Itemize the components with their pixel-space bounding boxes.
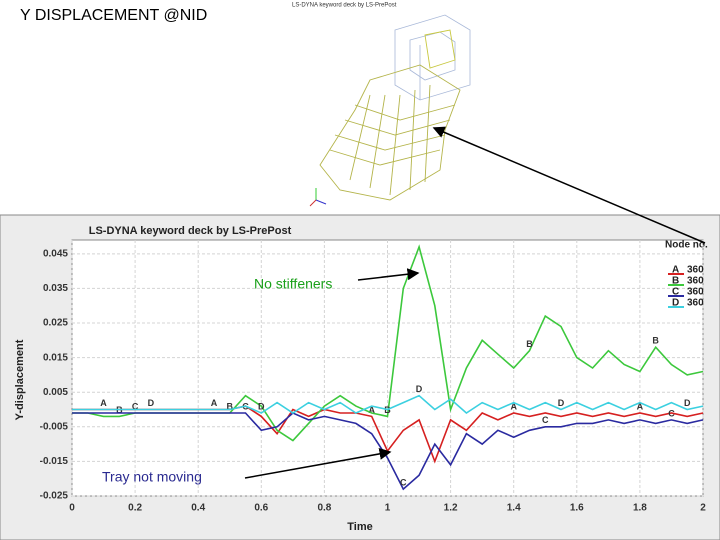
curve-label: D: [258, 401, 265, 411]
x-tick-label: 1.6: [570, 503, 584, 514]
model-caption: LS-DYNA keyword deck by LS-PrePost: [292, 3, 397, 9]
legend-node: 360: [687, 287, 704, 298]
legend-name: D: [672, 298, 679, 309]
y-tick-label: -0.015: [40, 456, 69, 467]
curve-label: B: [652, 336, 659, 346]
arrow: [432, 126, 706, 244]
y-tick-label: 0.005: [43, 387, 68, 398]
slide-title: Y DISPLACEMENT @NID: [20, 7, 207, 24]
curve-label: B: [526, 339, 533, 349]
model-tray: [319, 29, 461, 201]
model-view: LS-DYNA keyword deck by LS-PrePost: [290, 0, 471, 212]
y-tick-label: -0.005: [40, 421, 69, 432]
curve-label: C: [400, 477, 407, 487]
curve-label: C: [668, 408, 675, 418]
legend-node: 360: [687, 265, 704, 276]
legend-title: Node no.: [665, 240, 708, 251]
series-line: [72, 394, 704, 415]
x-tick-label: 1: [385, 503, 391, 514]
curve-label: D: [148, 398, 155, 408]
curve-label: D: [558, 398, 565, 408]
annotation: Tray not moving: [102, 469, 202, 485]
curve-label: A: [510, 401, 517, 411]
y-tick-label: 0.025: [43, 318, 68, 329]
x-tick-label: 0.8: [317, 503, 331, 514]
curve-label: B: [227, 401, 234, 411]
legend-name: B: [672, 276, 679, 287]
x-tick-label: 0.6: [254, 503, 268, 514]
y-tick-label: 0.015: [43, 352, 68, 363]
curve-label: A: [637, 401, 644, 411]
legend-node: 360: [687, 276, 704, 287]
curve-label: A: [211, 398, 218, 408]
arrow: [357, 268, 420, 281]
arrow: [244, 447, 392, 479]
axis-triad: [309, 188, 327, 207]
chart-title: LS-DYNA keyword deck by LS-PrePost: [89, 225, 292, 237]
x-tick-label: 0.2: [128, 503, 142, 514]
x-tick-label: 0.4: [191, 503, 205, 514]
grid: 0 0.2 0.4 0.6 0.8 1 1.2 1.4 1.6 1.8 2 -0.025 -0.015 -…: [40, 240, 706, 514]
y-tick-label: 0.045: [43, 248, 68, 259]
x-axis-label: Time: [347, 521, 372, 533]
y-tick-label: 0.035: [43, 283, 68, 294]
curve-label: A: [368, 405, 375, 415]
curve-label: D: [416, 384, 423, 394]
legend-node: 360: [687, 298, 704, 309]
curve-label: D: [684, 398, 691, 408]
y-tick-label: -0.025: [40, 491, 69, 502]
curve-label: C: [132, 401, 139, 411]
curve-label: C: [542, 415, 549, 425]
x-tick-label: 1.2: [444, 503, 458, 514]
legend: A 360 B 360 C 360 D 360: [668, 265, 704, 309]
x-tick-label: 1.4: [507, 503, 521, 514]
legend-name: C: [672, 287, 679, 298]
x-tick-label: 0: [69, 503, 75, 514]
y-axis-label: Y-displacement: [14, 339, 26, 420]
legend-name: A: [672, 265, 679, 276]
x-tick-label: 1.8: [633, 503, 647, 514]
model-background: [290, 0, 455, 212]
curve-label: A: [100, 398, 107, 408]
x-tick-label: 2: [700, 503, 706, 514]
annotation: No stiffeners: [254, 276, 332, 292]
